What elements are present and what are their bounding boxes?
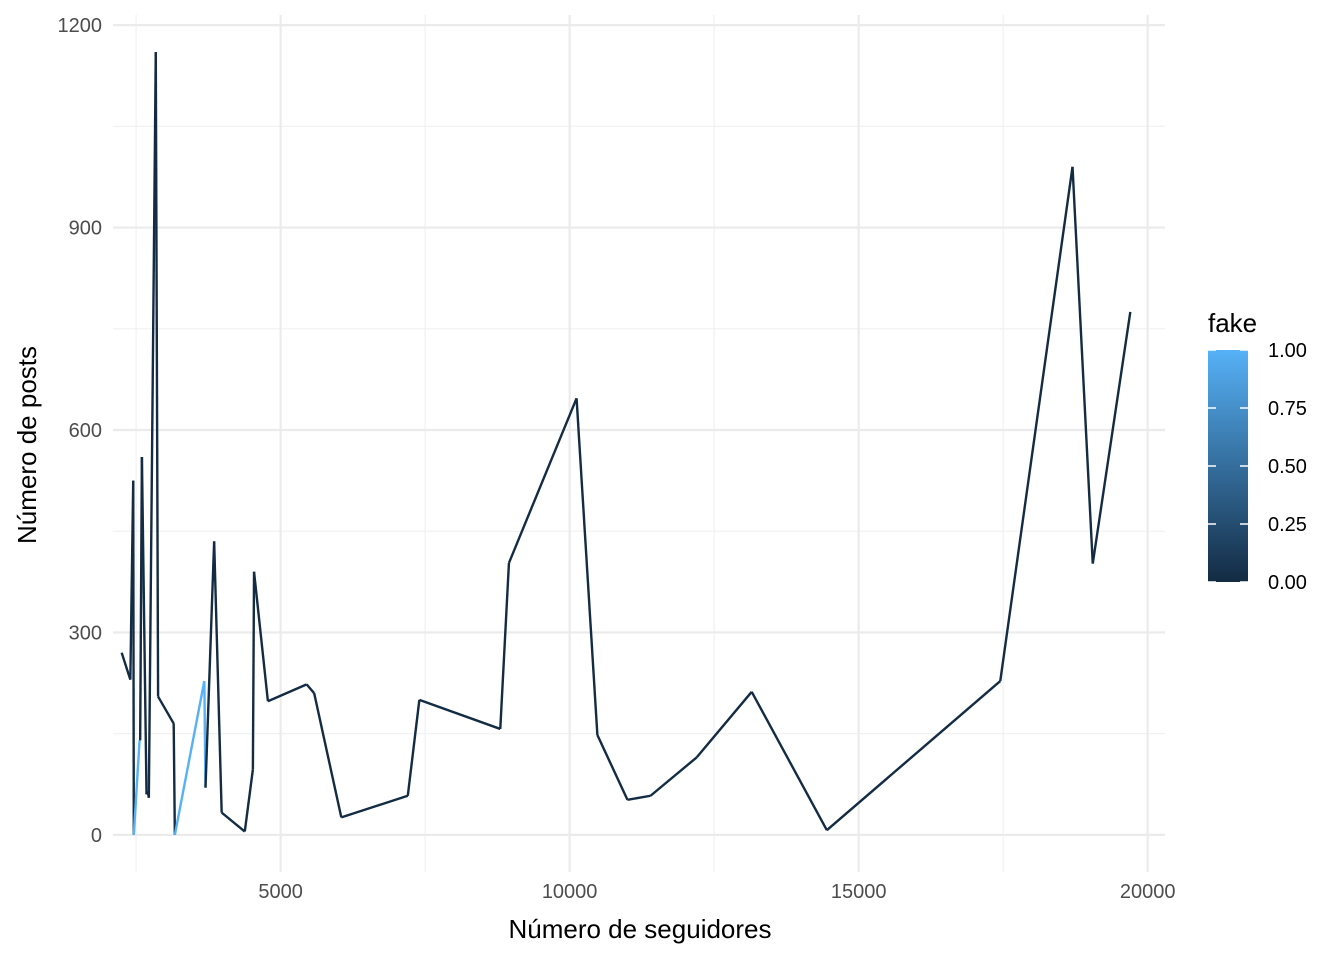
- line-segment: [695, 691, 753, 759]
- line-segment: [305, 683, 316, 694]
- legend-label: 0.25: [1268, 514, 1307, 536]
- line-segment: [132, 740, 141, 835]
- line-segment: [627, 794, 651, 801]
- legend-label: 0.00: [1268, 572, 1307, 594]
- line-segment: [340, 794, 409, 819]
- data-line: [120, 52, 1132, 836]
- line-segment: [154, 52, 160, 697]
- line-segment: [406, 699, 421, 796]
- line-segment: [157, 695, 175, 725]
- line-segment: [120, 652, 132, 681]
- line-segment: [826, 680, 1002, 832]
- line-segment: [267, 683, 308, 703]
- line-segment: [499, 562, 511, 730]
- y-tick-label: 300: [69, 622, 102, 644]
- line-segment: [575, 398, 599, 736]
- line-segment: [147, 52, 157, 798]
- line-segment: [132, 480, 136, 835]
- line-segment: [1091, 311, 1132, 564]
- line-segment: [204, 541, 216, 788]
- y-tick-label: 600: [69, 420, 102, 442]
- line-segment: [172, 723, 177, 835]
- x-tick-label: 5000: [258, 881, 303, 903]
- y-tick-label: 1200: [58, 15, 103, 37]
- line-segment: [140, 456, 148, 795]
- line-segment: [418, 698, 501, 731]
- legend: fake 0.00 0.25 0.50 0.75 1.00: [1208, 308, 1307, 594]
- y-tick-label: 0: [91, 825, 102, 847]
- grid: [113, 15, 1165, 872]
- line-segment: [596, 734, 629, 801]
- x-tick-label: 20000: [1120, 881, 1176, 903]
- line-segment: [649, 756, 698, 797]
- x-tick-label: 15000: [831, 881, 887, 903]
- y-tick-label: 900: [69, 218, 102, 240]
- legend-title: fake: [1208, 308, 1257, 338]
- line-segment: [173, 680, 206, 836]
- line-segment: [507, 397, 578, 564]
- line-segment: [999, 166, 1074, 682]
- line-segment: [243, 769, 255, 832]
- line-segment: [312, 692, 343, 818]
- line-segment: [251, 571, 256, 770]
- line-segment: [220, 811, 246, 833]
- y-axis-title: Número de posts: [12, 346, 42, 544]
- line-segment: [212, 541, 223, 813]
- x-tick-label: 10000: [542, 881, 598, 903]
- x-axis-title: Número de seguidores: [508, 914, 771, 944]
- line-segment: [1071, 166, 1094, 564]
- legend-label: 0.50: [1268, 456, 1307, 478]
- legend-label: 1.00: [1268, 340, 1307, 362]
- tick-labels: 5000 10000 15000 20000 0 300 600 900 1200: [58, 15, 1176, 903]
- line-segment: [252, 571, 270, 702]
- line-segment: [750, 691, 828, 831]
- legend-label: 0.75: [1268, 398, 1307, 420]
